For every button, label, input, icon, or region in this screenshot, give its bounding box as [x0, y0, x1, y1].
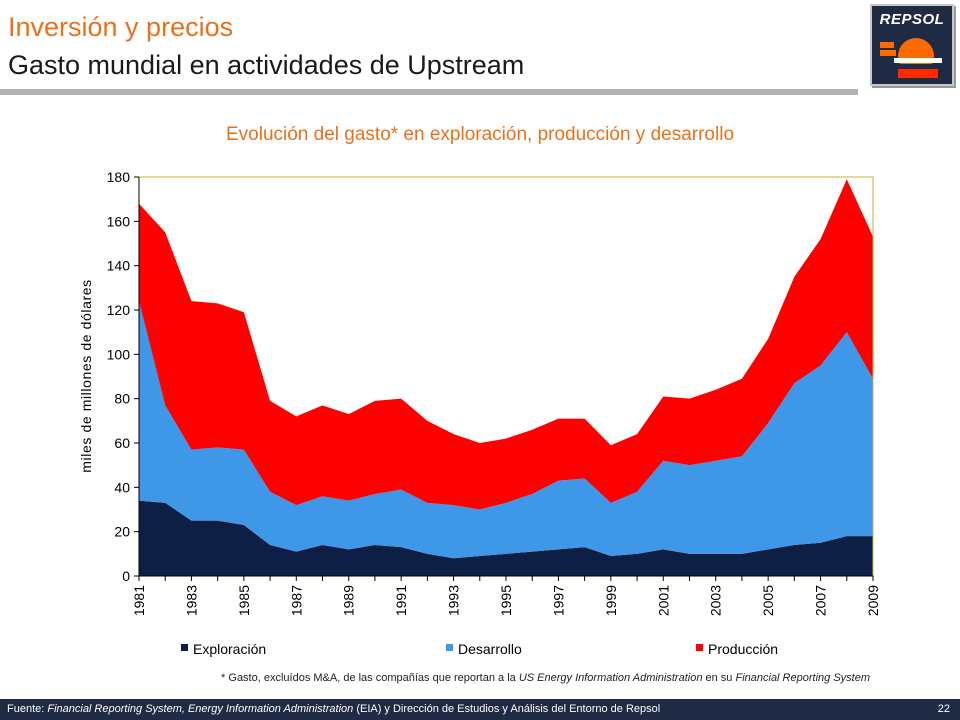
- area-series-exploracion: [139, 500, 873, 576]
- legend-swatch: [446, 644, 453, 651]
- page-number: 22: [937, 703, 950, 715]
- area-series-desarrollo: [139, 301, 873, 559]
- y-axis: 0 20 40 60 80 100 120 140 160 180: [107, 169, 140, 584]
- y-tick-label: 160: [107, 213, 131, 229]
- x-tick-label: 1981: [131, 585, 147, 616]
- x-tick-label: 2007: [813, 585, 829, 616]
- legend: Exploración Desarrollo Producción: [181, 641, 778, 657]
- x-tick-label: 2005: [760, 585, 776, 616]
- legend-label: Producción: [708, 641, 778, 657]
- legend-label: Exploración: [193, 641, 266, 657]
- x-tick-label: 1985: [236, 585, 252, 616]
- y-tick-label: 40: [114, 479, 130, 495]
- x-axis: 1981 1983 1985 1987 1989 1991 1993 1995 1997 1999…: [131, 575, 881, 616]
- y-tick-label: 20: [114, 524, 130, 540]
- footnote-text-2: US Energy Information Administration: [518, 672, 703, 684]
- legend-swatch: [696, 644, 703, 651]
- x-tick-label: 1987: [288, 585, 304, 616]
- x-tick-label: 2001: [655, 585, 671, 616]
- source-italic: Financial Reporting System, Energy Infor…: [47, 703, 354, 715]
- y-tick-label: 140: [107, 258, 131, 274]
- page-title-section: Inversión y precios: [8, 12, 234, 42]
- x-tick-label: 1995: [498, 585, 514, 616]
- x-tick-label: 1991: [393, 585, 409, 616]
- logo-symbol-icon: [880, 38, 942, 78]
- y-axis-label: miles de millones de dólares: [78, 279, 94, 472]
- y-tick-label: 120: [107, 302, 131, 318]
- x-tick-label: 2009: [865, 585, 881, 616]
- source-label: Fuente:: [7, 703, 48, 715]
- y-tick-label: 180: [107, 169, 131, 185]
- x-tick-label: 1989: [341, 585, 357, 616]
- x-tick-label: 1997: [550, 585, 566, 616]
- footnote-text-1: * Gasto, excluídos M&A, de las compañías…: [221, 672, 519, 684]
- chart-areas: [139, 179, 873, 576]
- x-tick-label: 1983: [183, 585, 199, 616]
- logo-wordmark: REPSOL: [879, 11, 945, 28]
- x-tick-label: 1999: [603, 585, 619, 616]
- footer-bar: Fuente: Financial Reporting System, Ener…: [0, 699, 960, 720]
- x-tick-label: 2003: [708, 585, 724, 616]
- source-rest: (EIA) y Dirección de Estudios y Análisis…: [353, 703, 661, 715]
- footnote: * Gasto, excluídos M&A, de las compañías…: [0, 672, 870, 684]
- legend-label: Desarrollo: [458, 641, 522, 657]
- chart-title: Evolución del gasto* en exploración, pro…: [225, 124, 735, 145]
- footnote-text-3: en su: [702, 672, 736, 684]
- x-tick-label: 1993: [446, 585, 462, 616]
- page-title: Gasto mundial en actividades de Upstream: [8, 50, 525, 80]
- source-note: Fuente: Financial Reporting System, Ener…: [7, 703, 660, 715]
- y-tick-label: 80: [114, 391, 130, 407]
- header-divider: [0, 89, 858, 95]
- legend-swatch: [181, 644, 188, 651]
- area-series-produccion: [139, 179, 873, 510]
- y-tick-label: 100: [107, 346, 131, 362]
- repsol-logo: REPSOL: [870, 4, 954, 86]
- footnote-text-4: Financial Reporting System: [735, 672, 870, 684]
- y-tick-label: 60: [114, 435, 130, 451]
- y-tick-label: 0: [122, 568, 130, 584]
